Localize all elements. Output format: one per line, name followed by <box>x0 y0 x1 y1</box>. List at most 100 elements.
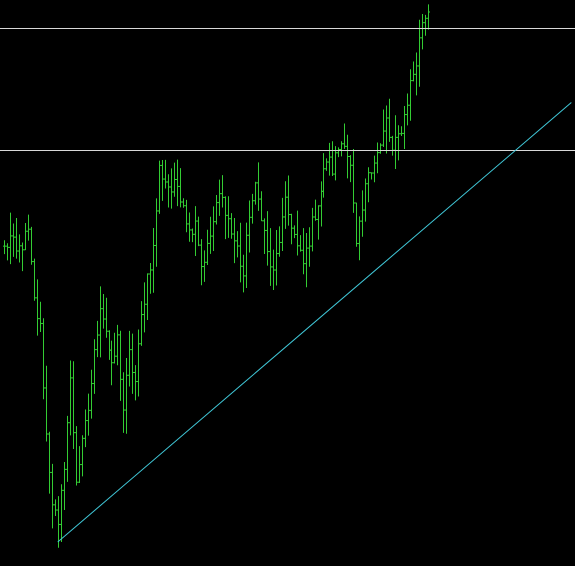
ohlc-bar <box>305 233 308 288</box>
ohlc-bar <box>57 496 60 548</box>
ohlc-bar <box>164 159 167 189</box>
ohlc-bar <box>194 206 197 256</box>
ohlc-bar <box>406 93 409 126</box>
ohlc-bar <box>81 435 84 477</box>
ohlc-bar <box>93 339 96 394</box>
ohlc-bar <box>334 146 337 181</box>
ohlc-bar <box>427 4 430 30</box>
ohlc-bar <box>266 211 269 266</box>
ohlc-bar <box>275 230 278 286</box>
ohlc-bar <box>343 123 346 149</box>
ohlc-bar <box>382 109 385 148</box>
ohlc-bar <box>370 172 373 180</box>
level-lines <box>0 28 575 151</box>
ohlc-bar <box>251 193 254 224</box>
ohlc-bar <box>176 159 179 207</box>
ohlc-bar <box>110 340 113 386</box>
ohlc-bar <box>179 168 182 208</box>
ohlc-bar <box>96 320 99 358</box>
ohlc-bar <box>18 234 21 263</box>
ohlc-bar <box>158 160 161 214</box>
ohlc-bar <box>385 105 388 154</box>
ohlc-bar <box>75 426 78 486</box>
ohlc-bar <box>349 155 352 183</box>
ohlc-bar <box>131 333 134 394</box>
ohlc-bar <box>364 178 367 222</box>
ohlc-bar <box>317 205 320 240</box>
ohlc-bar <box>421 13 424 50</box>
ohlc-bar <box>87 393 90 436</box>
ohlc-bar <box>281 197 284 251</box>
ohlc-bar <box>257 162 260 211</box>
ohlc-bar <box>278 226 281 257</box>
ohlc-bar <box>227 196 230 238</box>
ohlc-bar <box>340 141 343 157</box>
ohlc-bar <box>105 297 108 338</box>
ohlc-bar <box>308 227 311 267</box>
ohlc-bar <box>376 142 379 174</box>
ohlc-bar <box>128 330 131 387</box>
ohlc-bar <box>33 258 36 301</box>
ohlc-bar <box>314 199 317 221</box>
ohlc-bar <box>140 301 143 346</box>
ohlc-bar <box>24 222 27 251</box>
ohlc-bar <box>242 254 245 293</box>
ohlc-bar <box>230 213 233 239</box>
ohlc-bar <box>203 250 206 282</box>
ohlc-bar <box>409 69 412 121</box>
ohlc-bar <box>90 369 93 419</box>
ohlc-bar <box>269 228 272 286</box>
ohlc-bar <box>182 198 185 208</box>
ohlc-bar <box>188 212 191 242</box>
trendline[interactable] <box>57 102 572 543</box>
ohlc-bar <box>245 222 248 288</box>
ohlc-bar <box>328 142 331 176</box>
ohlc-bar <box>412 61 415 82</box>
ohlc-bar <box>400 126 403 136</box>
ohlc-bar <box>325 158 328 171</box>
ohlc-bar <box>152 227 155 293</box>
ohlc-bar <box>236 231 239 258</box>
ohlc-bar <box>233 217 236 264</box>
ohlc-bar <box>3 240 6 255</box>
ohlc-bar <box>167 174 170 208</box>
ohlc-bar <box>15 217 18 259</box>
ohlc-bar <box>218 179 221 216</box>
ohlc-bar <box>113 332 116 364</box>
ohlc-bar <box>373 155 376 183</box>
ohlc-bar <box>78 446 81 483</box>
ohlc-bars <box>3 4 430 548</box>
ohlc-bar <box>99 286 102 358</box>
ohlc-bar <box>60 484 63 542</box>
ohlc-bar <box>69 360 72 436</box>
ohlc-bar <box>197 216 200 247</box>
ohlc-bar <box>358 216 361 261</box>
ohlc-bar <box>42 318 45 400</box>
ohlc-bar <box>215 194 218 225</box>
ohlc-bar <box>415 52 418 96</box>
ohlc-bar <box>379 143 382 154</box>
ohlc-bar <box>424 14 427 36</box>
ohlc-bar <box>143 282 146 333</box>
ohlc-bar <box>134 365 137 401</box>
ohlc-bar <box>224 196 227 240</box>
ohlc-bar <box>51 463 54 529</box>
ohlc-bar <box>9 212 12 265</box>
ohlc-bar <box>6 243 9 261</box>
ohlc-bar <box>322 153 325 198</box>
ohlc-bar <box>272 249 275 290</box>
ohlc-bar <box>418 19 421 87</box>
ohlc-bar <box>21 242 24 272</box>
ohlc-bar <box>125 358 128 434</box>
ohlc-bar <box>367 167 370 203</box>
ohlc-bar <box>30 226 33 265</box>
ohlc-bar <box>36 279 39 336</box>
ohlc-bar <box>72 361 75 450</box>
ohlc-bar <box>200 239 203 286</box>
ohlc-bar <box>248 200 251 253</box>
ohlc-bar <box>403 105 406 149</box>
ohlc-bar <box>397 125 400 161</box>
ohlc-bar <box>206 229 209 266</box>
